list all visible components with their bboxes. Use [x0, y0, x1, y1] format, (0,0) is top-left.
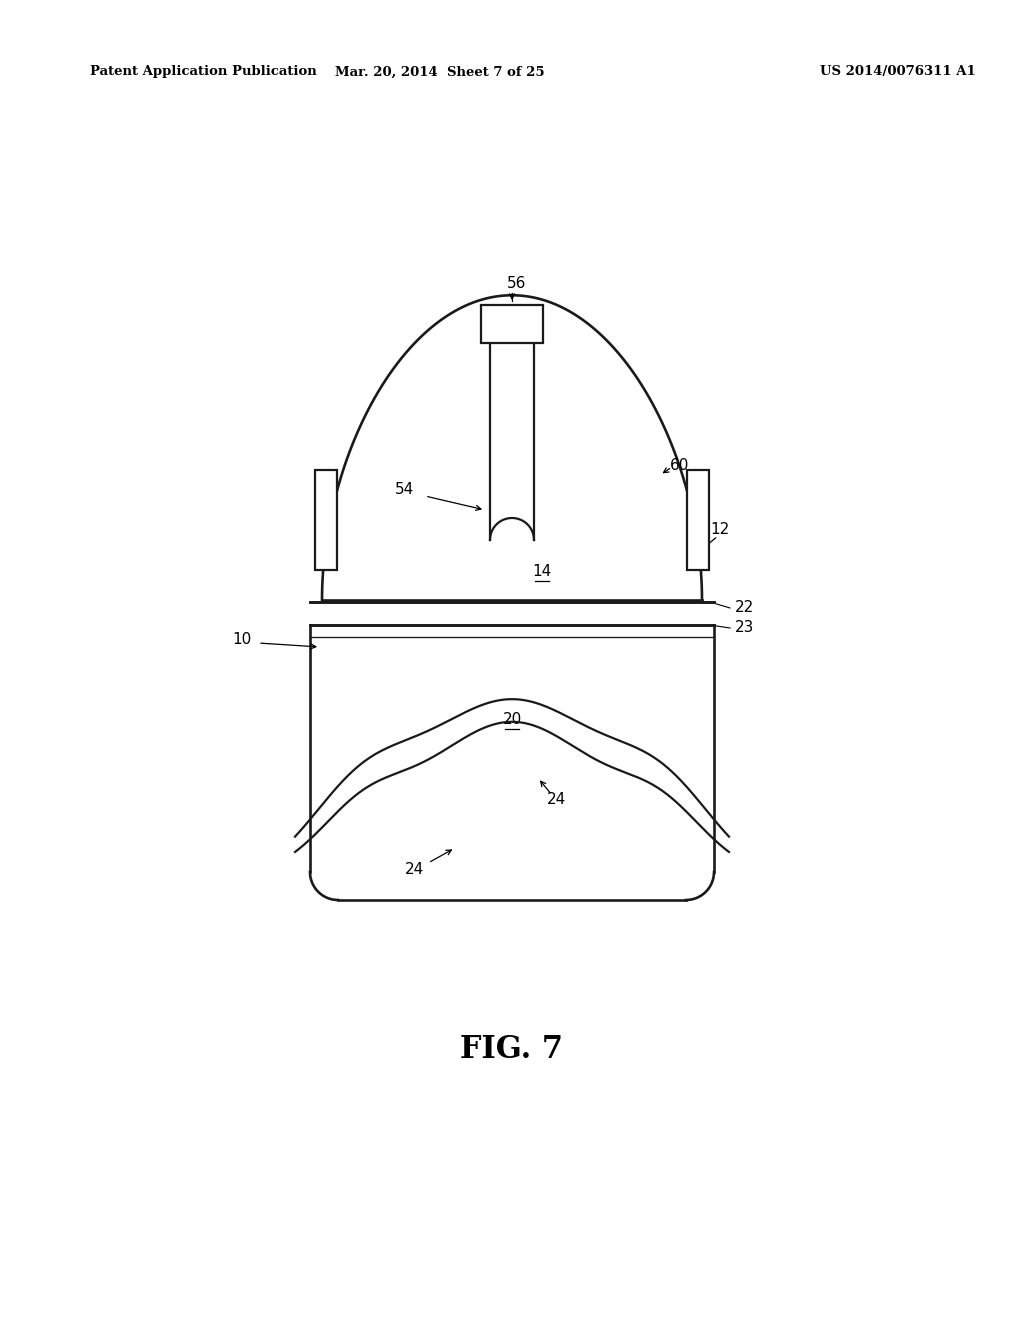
Polygon shape	[481, 305, 543, 343]
Text: FIG. 7: FIG. 7	[461, 1035, 563, 1065]
Text: 20: 20	[503, 713, 521, 727]
Text: 56: 56	[507, 276, 526, 290]
Text: 24: 24	[548, 792, 566, 808]
Polygon shape	[687, 470, 709, 570]
Text: 22: 22	[735, 601, 755, 615]
Text: 54: 54	[395, 483, 415, 498]
Text: 10: 10	[232, 632, 252, 648]
Text: 14: 14	[532, 565, 552, 579]
Text: 60: 60	[671, 458, 690, 473]
Text: 12: 12	[711, 523, 730, 537]
Text: 23: 23	[735, 620, 755, 635]
Polygon shape	[315, 470, 337, 570]
Text: 24: 24	[406, 862, 425, 878]
Text: Patent Application Publication: Patent Application Publication	[90, 66, 316, 78]
Text: US 2014/0076311 A1: US 2014/0076311 A1	[820, 66, 976, 78]
Text: Mar. 20, 2014  Sheet 7 of 25: Mar. 20, 2014 Sheet 7 of 25	[335, 66, 545, 78]
